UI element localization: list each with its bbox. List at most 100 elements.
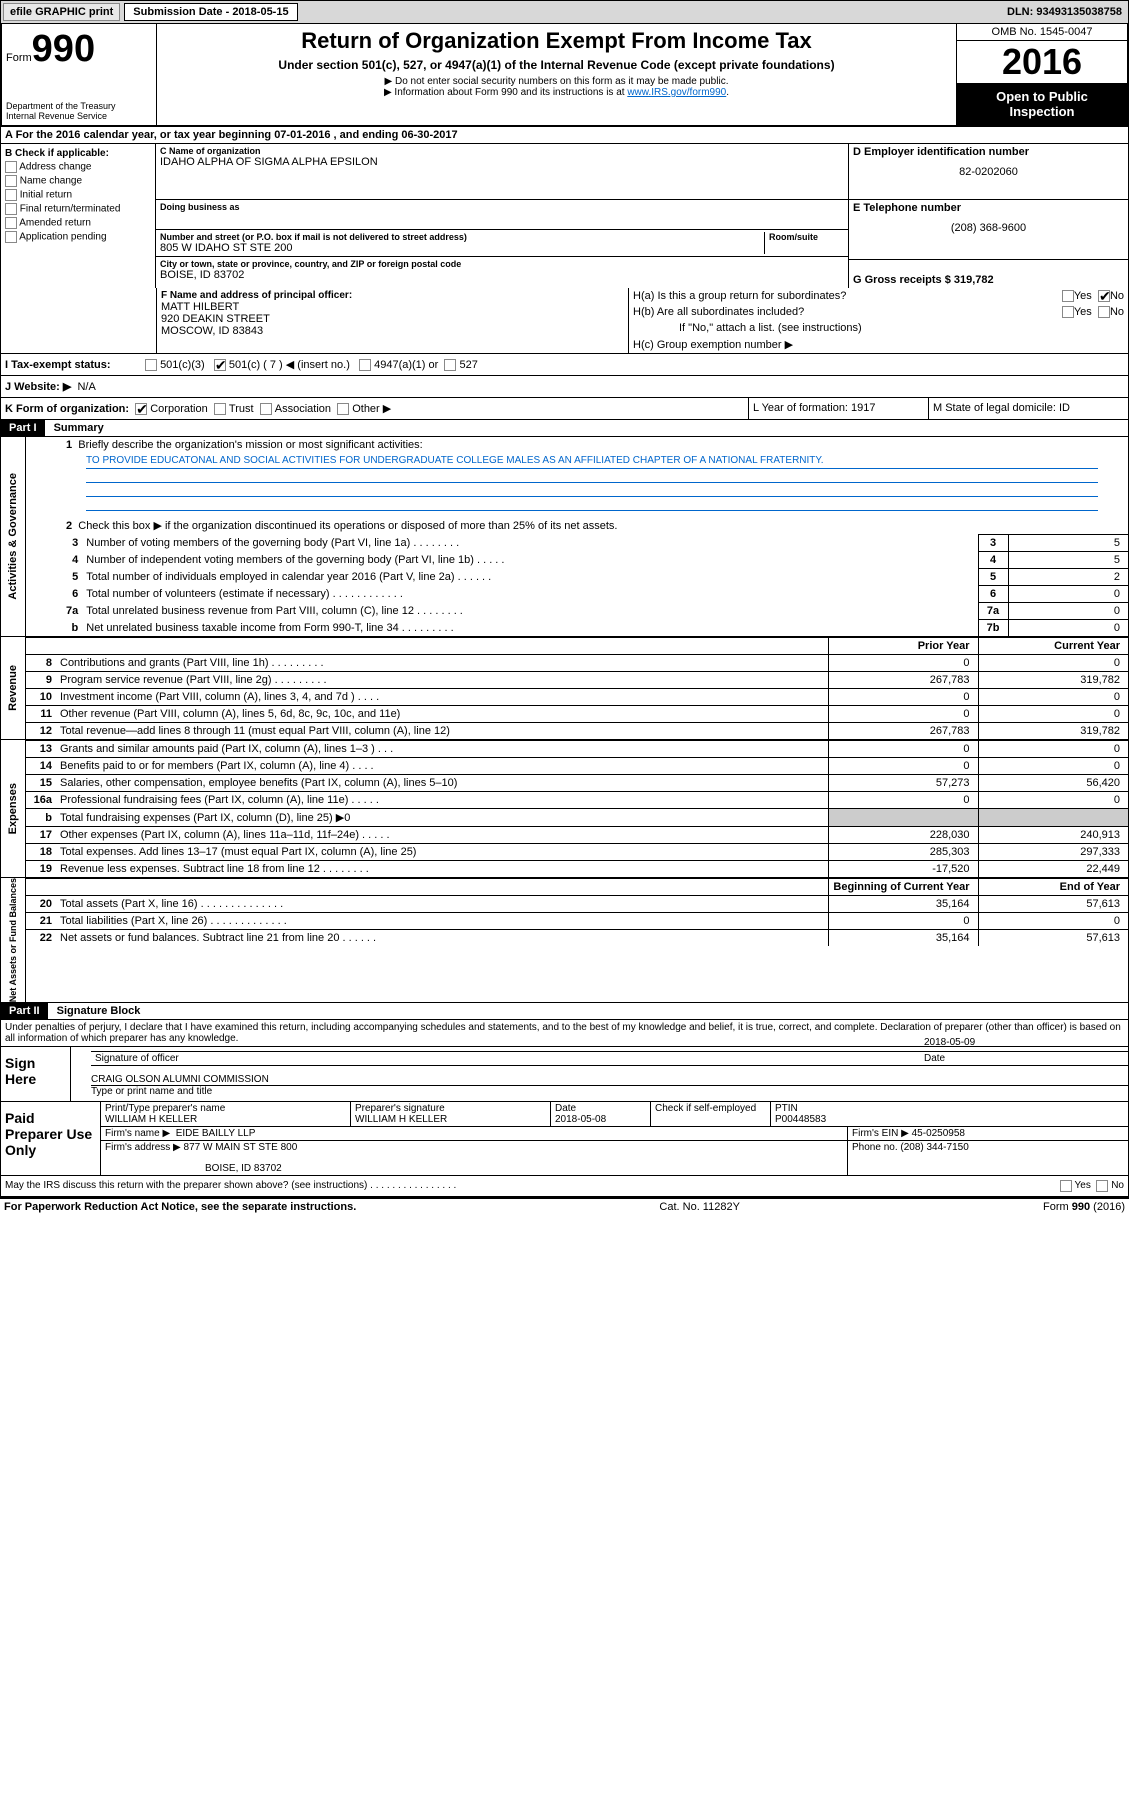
firm-city: BOISE, ID 83702 <box>105 1153 843 1174</box>
part2-header-row: Part II Signature Block <box>0 1003 1129 1020</box>
prep-sig-label: Preparer's signature <box>355 1103 546 1114</box>
prep-name: WILLIAM H KELLER <box>105 1114 346 1125</box>
sig-date: 2018-05-09 <box>924 1037 975 1048</box>
line2-label: Check this box ▶ if the organization dis… <box>78 520 617 532</box>
end-year-header: End of Year <box>978 879 1128 896</box>
line1-label: Briefly describe the organization's miss… <box>78 439 422 451</box>
ein-label: D Employer identification number <box>853 146 1124 158</box>
firm-name-label: Firm's name ▶ <box>105 1128 170 1139</box>
b-checkbox-option[interactable]: Initial return <box>5 189 151 201</box>
form-header: Form990 Department of the Treasury Inter… <box>0 24 1129 127</box>
paid-preparer-label: Paid Preparer Use Only <box>1 1102 101 1175</box>
form-number: 990 <box>32 28 95 70</box>
city-label: City or town, state or province, country… <box>160 259 844 269</box>
prep-name-label: Print/Type preparer's name <box>105 1103 346 1114</box>
table-row: 22Net assets or fund balances. Subtract … <box>26 930 1128 947</box>
4947-checkbox[interactable] <box>359 359 371 371</box>
dept-treasury: Department of the Treasury <box>6 101 152 111</box>
table-row: 6Total number of volunteers (estimate if… <box>26 586 1128 603</box>
501c3-checkbox[interactable] <box>145 359 157 371</box>
table-row: 16aProfessional fundraising fees (Part I… <box>26 792 1128 809</box>
table-row: 21Total liabilities (Part X, line 26) . … <box>26 913 1128 930</box>
part1-title: Summary <box>48 420 110 436</box>
open-inspection: Open to PublicInspection <box>957 83 1127 125</box>
expenses-table: 13Grants and similar amounts paid (Part … <box>26 740 1128 877</box>
527-checkbox[interactable] <box>444 359 456 371</box>
corp-checkbox[interactable] <box>135 403 147 415</box>
firm-ein: 45-0250958 <box>912 1128 965 1139</box>
form-subtitle: Under section 501(c), 527, or 4947(a)(1)… <box>167 58 946 72</box>
table-row: 5Total number of individuals employed in… <box>26 569 1128 586</box>
footer-row: For Paperwork Reduction Act Notice, see … <box>0 1197 1129 1215</box>
ha-no-checkbox[interactable] <box>1098 290 1110 302</box>
side-label-activities: Activities & Governance <box>7 473 19 600</box>
assoc-checkbox[interactable] <box>260 403 272 415</box>
ptin-label: PTIN <box>775 1103 1124 1114</box>
side-label-netassets: Net Assets or Fund Balances <box>8 878 18 1002</box>
firm-phone: Phone no. (208) 344-7150 <box>848 1141 1128 1175</box>
hb-no-checkbox[interactable] <box>1098 306 1110 318</box>
table-row: 10Investment income (Part VIII, column (… <box>26 689 1128 706</box>
form-note-link: ▶ Information about Form 990 and its ins… <box>167 87 946 98</box>
prep-sig: WILLIAM H KELLER <box>355 1114 546 1125</box>
current-year-header: Current Year <box>978 638 1128 655</box>
header-bar: efile GRAPHIC print Submission Date - 20… <box>0 0 1129 24</box>
submission-date: Submission Date - 2018-05-15 <box>124 3 297 21</box>
table-row: 15Salaries, other compensation, employee… <box>26 775 1128 792</box>
trust-checkbox[interactable] <box>214 403 226 415</box>
hc-label: H(c) Group exemption number ▶ <box>629 336 1128 353</box>
col-h: H(a) Is this a group return for subordin… <box>628 288 1128 353</box>
ha-label: H(a) Is this a group return for subordin… <box>633 290 1062 302</box>
b-header: B Check if applicable: <box>5 148 151 159</box>
table-row: 8Contributions and grants (Part VIII, li… <box>26 655 1128 672</box>
room-label: Room/suite <box>769 232 844 242</box>
governance-table: 3Number of voting members of the governi… <box>26 534 1128 636</box>
year-column: OMB No. 1545-0047 2016 Open to PublicIns… <box>957 24 1127 125</box>
sig-officer-label: Signature of officer <box>95 1053 924 1064</box>
l-year-formation: L Year of formation: 1917 <box>749 398 929 420</box>
501c-checkbox[interactable] <box>214 359 226 371</box>
col-b-checkboxes: B Check if applicable: Address change Na… <box>1 144 156 288</box>
form-id-box: Form990 Department of the Treasury Inter… <box>2 24 157 125</box>
net-assets-table: Beginning of Current YearEnd of Year 20T… <box>26 878 1128 946</box>
discuss-yes-checkbox[interactable] <box>1060 1180 1072 1192</box>
discuss-no-checkbox[interactable] <box>1096 1180 1108 1192</box>
gross-receipts: G Gross receipts $ 319,782 <box>853 274 1124 286</box>
firm-addr-label: Firm's address ▶ <box>105 1142 181 1153</box>
col-c-org-info: C Name of organization IDAHO ALPHA OF SI… <box>156 144 848 288</box>
irs-link[interactable]: www.IRS.gov/form990 <box>627 87 726 98</box>
ha-yes-checkbox[interactable] <box>1062 290 1074 302</box>
row-a-tax-year: A For the 2016 calendar year, or tax yea… <box>0 127 1129 144</box>
prep-date-label: Date <box>555 1103 646 1114</box>
f-label: F Name and address of principal officer: <box>161 290 624 301</box>
prep-date: 2018-05-08 <box>555 1114 646 1125</box>
self-employed-check: Check if self-employed <box>651 1102 771 1127</box>
b-checkbox-option[interactable]: Amended return <box>5 217 151 229</box>
part2-title: Signature Block <box>51 1003 147 1019</box>
row-k-form-org: K Form of organization: Corporation Trus… <box>0 398 749 420</box>
b-checkbox-option[interactable]: Address change <box>5 161 151 173</box>
prior-year-header: Prior Year <box>828 638 978 655</box>
table-row: 4Number of independent voting members of… <box>26 552 1128 569</box>
org-name: IDAHO ALPHA OF SIGMA ALPHA EPSILON <box>160 156 844 168</box>
b-checkbox-option[interactable]: Final return/terminated <box>5 203 151 215</box>
table-row: 7aTotal unrelated business revenue from … <box>26 603 1128 620</box>
form-note-ssn: ▶ Do not enter social security numbers o… <box>167 76 946 87</box>
other-checkbox[interactable] <box>337 403 349 415</box>
hb-note: If "No," attach a list. (see instruction… <box>629 320 1128 336</box>
b-checkbox-option[interactable]: Application pending <box>5 231 151 243</box>
side-label-expenses: Expenses <box>7 783 19 834</box>
dba-label: Doing business as <box>160 202 844 212</box>
efile-print-button[interactable]: efile GRAPHIC print <box>3 3 120 21</box>
ein-value: 82-0202060 <box>853 166 1124 178</box>
table-row: 13Grants and similar amounts paid (Part … <box>26 741 1128 758</box>
firm-name: EIDE BAILLY LLP <box>176 1128 256 1139</box>
b-checkbox-option[interactable]: Name change <box>5 175 151 187</box>
city-value: BOISE, ID 83702 <box>160 269 844 281</box>
begin-year-header: Beginning of Current Year <box>828 879 978 896</box>
section-fgh: F Name and address of principal officer:… <box>0 288 1129 354</box>
expenses-section: Expenses 13Grants and similar amounts pa… <box>0 740 1129 878</box>
street-label: Number and street (or P.O. box if mail i… <box>160 232 764 242</box>
signature-section: Under penalties of perjury, I declare th… <box>0 1020 1129 1197</box>
hb-yes-checkbox[interactable] <box>1062 306 1074 318</box>
